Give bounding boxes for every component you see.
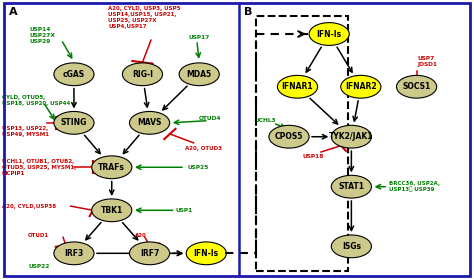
Text: STING: STING: [61, 118, 87, 127]
Ellipse shape: [186, 242, 227, 265]
Text: UCHL1, OTUB1, OTUB2,
OTUD5, USP25, MYSM1,
MCPIP1: UCHL1, OTUB1, OTUB2, OTUD5, USP25, MYSM1…: [1, 159, 76, 175]
Ellipse shape: [331, 235, 372, 258]
Ellipse shape: [129, 242, 170, 265]
Ellipse shape: [331, 175, 372, 198]
Text: IFNAR1: IFNAR1: [282, 82, 313, 91]
Text: USP13, USP22,
USP49, MYSM1: USP13, USP22, USP49, MYSM1: [1, 126, 49, 137]
Ellipse shape: [122, 63, 163, 86]
Ellipse shape: [54, 112, 94, 134]
Ellipse shape: [309, 23, 349, 45]
Text: IFNAR2: IFNAR2: [345, 82, 377, 91]
Text: A20, OTUD3: A20, OTUD3: [185, 146, 222, 151]
Ellipse shape: [91, 199, 132, 222]
Text: A20, CYLD, USP3, USP5
USP14,USP15, USP21,
USP25, USP27X
USP4,USP17: A20, CYLD, USP3, USP5 USP14,USP15, USP21…: [109, 6, 181, 28]
Text: USP25: USP25: [187, 165, 209, 170]
Text: IFN-Is: IFN-Is: [194, 249, 219, 258]
Text: A: A: [9, 7, 18, 17]
Ellipse shape: [277, 75, 318, 98]
Ellipse shape: [397, 75, 437, 98]
Text: MAVS: MAVS: [137, 118, 162, 127]
Ellipse shape: [269, 125, 309, 148]
Ellipse shape: [129, 112, 170, 134]
Text: TBK1: TBK1: [100, 206, 123, 215]
Text: B: B: [244, 7, 253, 17]
Text: ISGs: ISGs: [342, 242, 361, 251]
Text: IFN-Is: IFN-Is: [317, 30, 342, 39]
Ellipse shape: [341, 75, 381, 98]
Text: UCHL3: UCHL3: [255, 118, 277, 123]
Ellipse shape: [179, 63, 219, 86]
Text: USP7
JOSD1: USP7 JOSD1: [418, 56, 438, 67]
Text: IRF3: IRF3: [64, 249, 83, 258]
Text: USP18: USP18: [302, 154, 324, 159]
Text: RIG-I: RIG-I: [132, 70, 153, 79]
Text: CYLD, OTUD5,
USP18, USP20, USP44: CYLD, OTUD5, USP18, USP20, USP44: [1, 95, 70, 106]
Ellipse shape: [54, 242, 94, 265]
Text: CPOS5: CPOS5: [275, 132, 303, 141]
Ellipse shape: [54, 63, 94, 86]
Text: MDA5: MDA5: [187, 70, 212, 79]
Text: STAT1: STAT1: [338, 182, 365, 191]
Ellipse shape: [331, 125, 372, 148]
Text: USP17: USP17: [189, 35, 210, 40]
Text: A20: A20: [136, 233, 147, 238]
Text: SOCS1: SOCS1: [402, 82, 431, 91]
Text: OTUD4: OTUD4: [199, 116, 222, 121]
Text: TYK2/JAK1: TYK2/JAK1: [329, 132, 374, 141]
Text: IRF7: IRF7: [140, 249, 159, 258]
Text: TRAFs: TRAFs: [98, 163, 125, 172]
Text: OTUD1: OTUD1: [28, 233, 49, 238]
Text: BRCC36, USP2A,
USP13， USP39: BRCC36, USP2A, USP13， USP39: [389, 181, 440, 193]
Text: USP22: USP22: [28, 264, 49, 269]
Ellipse shape: [91, 156, 132, 179]
Text: A20, CYLD,USP38: A20, CYLD,USP38: [1, 204, 56, 209]
Text: USP1: USP1: [175, 208, 193, 213]
Text: USP14
USP27X
USP29: USP14 USP27X USP29: [30, 27, 56, 44]
Text: cGAS: cGAS: [63, 70, 85, 79]
